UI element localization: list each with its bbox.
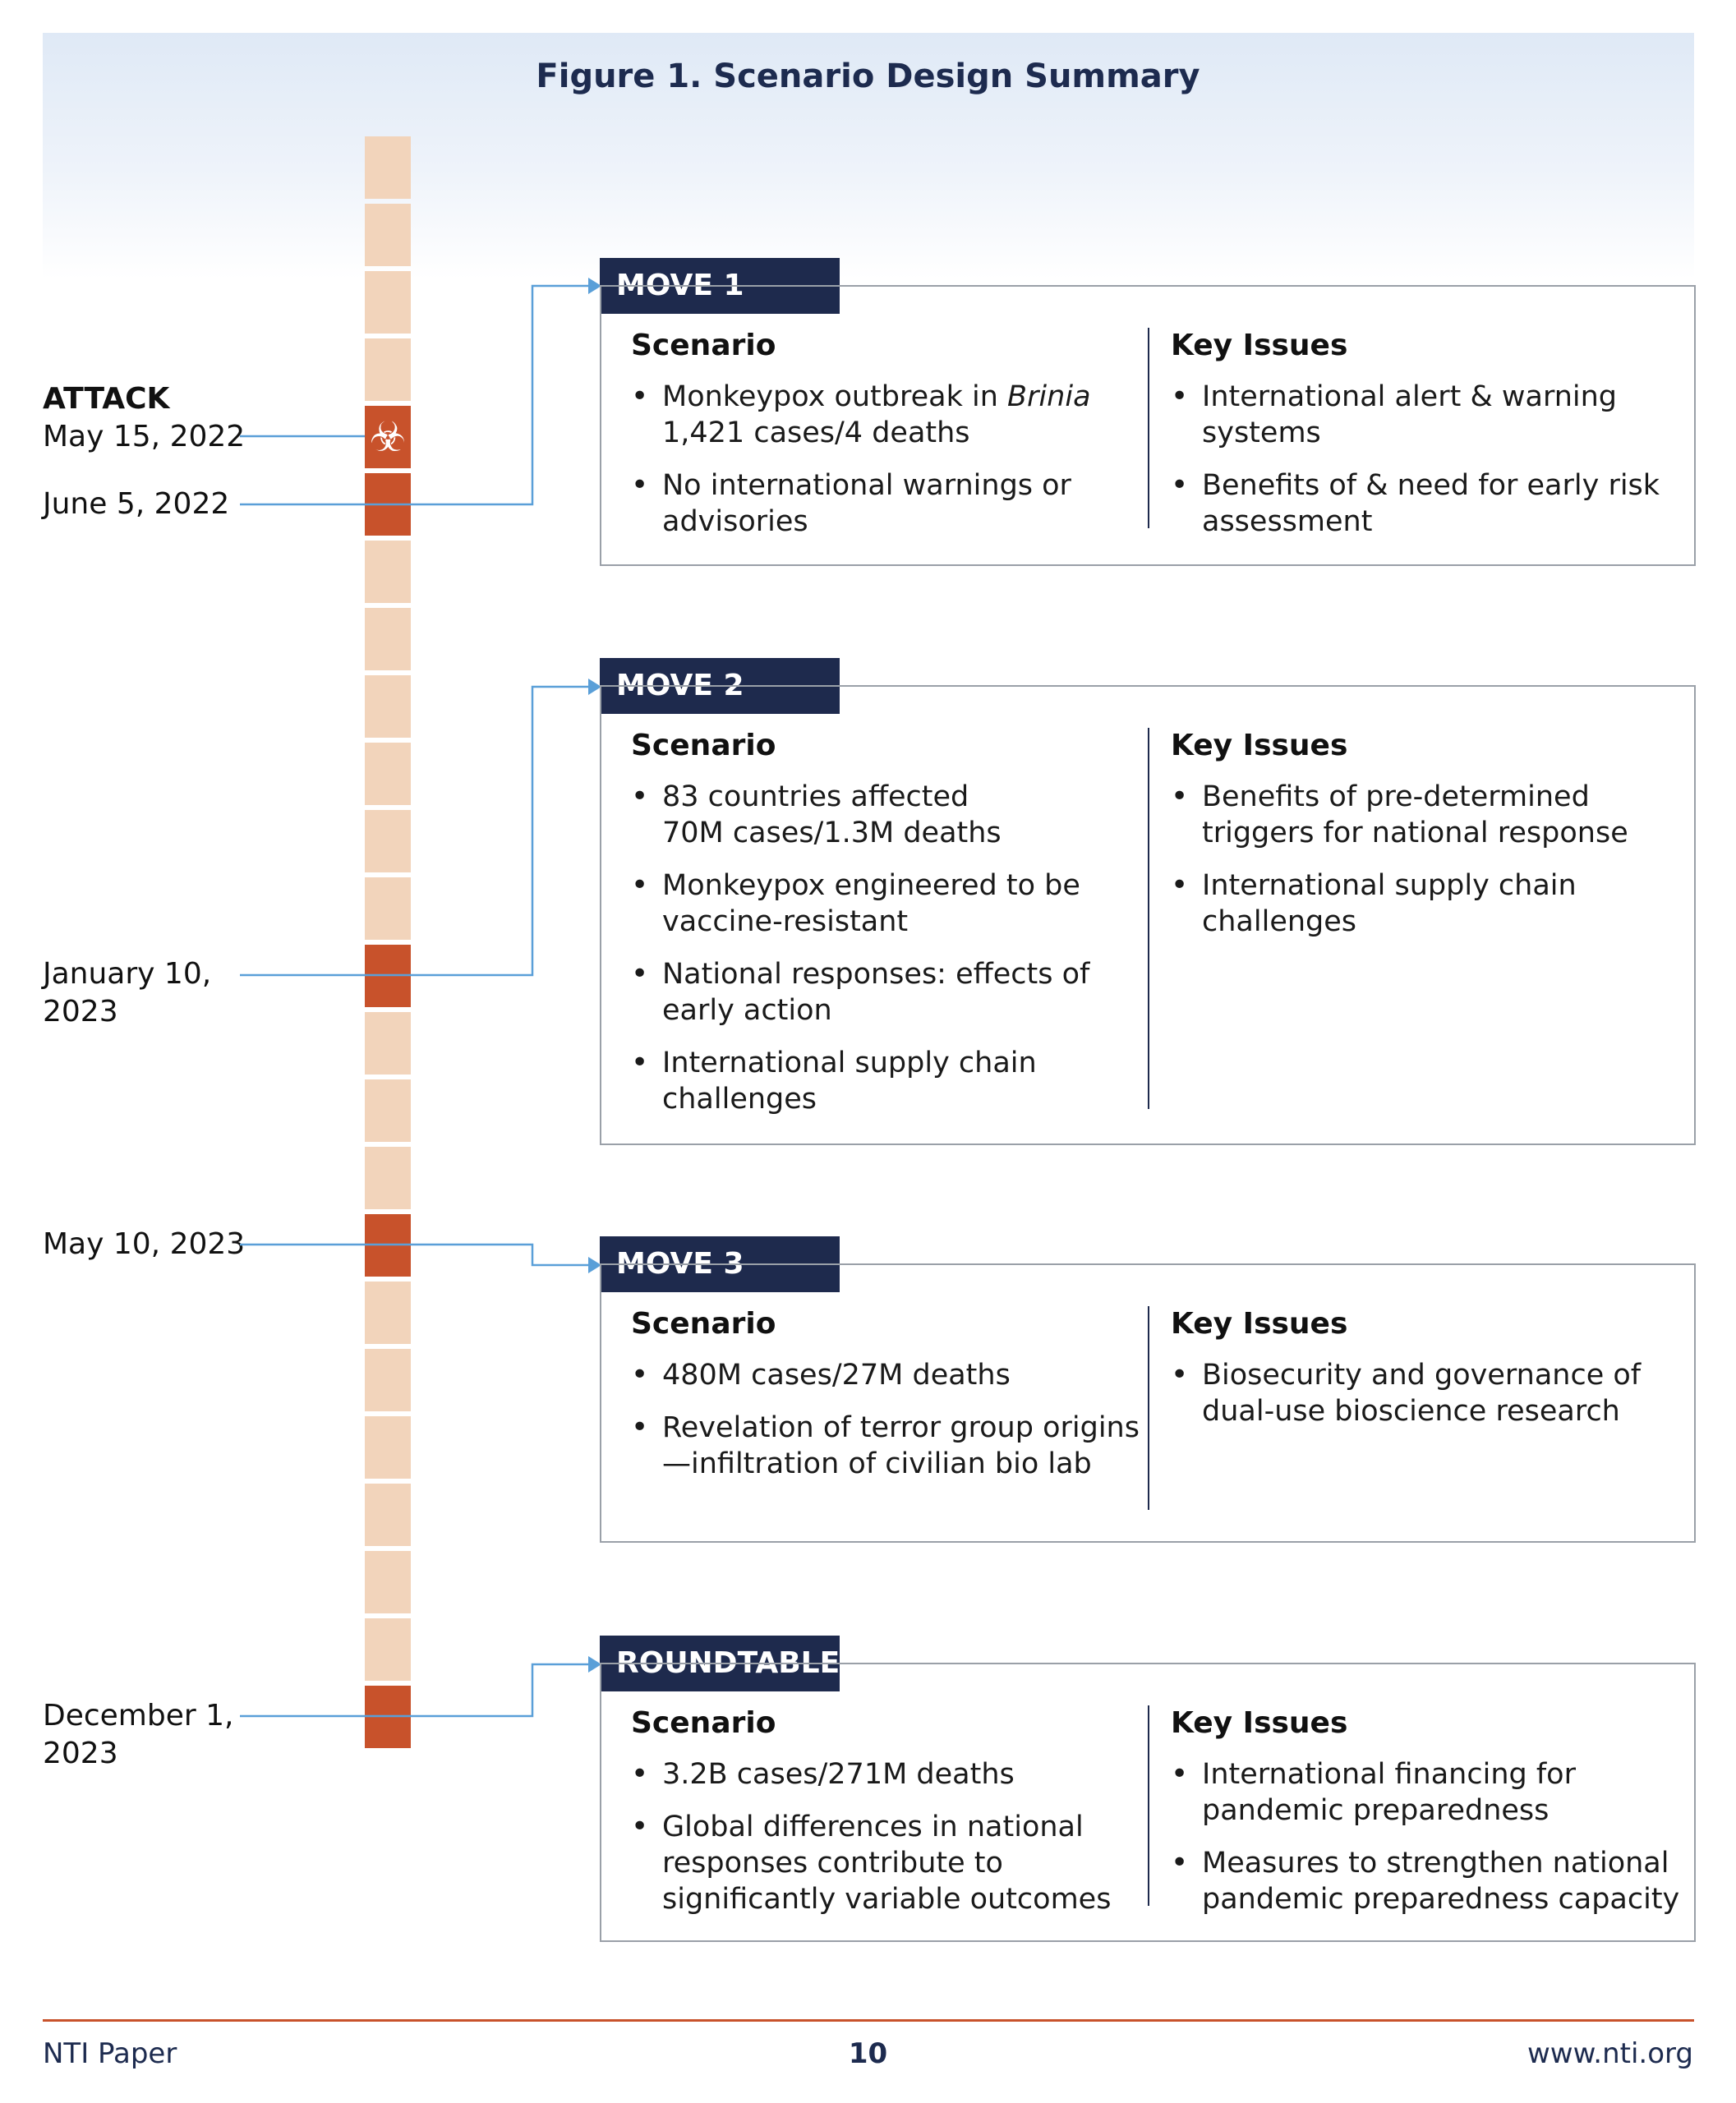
move-3-scenario: Scenario 480M cases/27M deaths Revelatio… [631, 1306, 1140, 1498]
issues-heading: Key Issues [1171, 1706, 1348, 1740]
timeline-segment [365, 541, 411, 603]
timeline-segment [365, 338, 411, 401]
column-divider [1148, 328, 1149, 528]
scenario-bullet: National responses: effects of early act… [631, 956, 1140, 1028]
timeline-segment [365, 1012, 411, 1075]
footer-divider [43, 2019, 1694, 2022]
issues-heading: Key Issues [1171, 729, 1348, 762]
move-3-issues: Key Issues Biosecurity and governance of… [1171, 1306, 1680, 1446]
scenario-bullet: Global differences in national responses… [631, 1809, 1140, 1917]
timeline-segment [365, 1349, 411, 1411]
scenario-bullet: No international warnings or advisories [631, 467, 1140, 540]
timeline-segment [365, 136, 411, 199]
timeline-segment [365, 877, 411, 940]
roundtable-connector [240, 1663, 588, 1718]
footer-publication: NTI Paper [43, 2037, 177, 2070]
scenario-bullet: International supply chain challenges [631, 1045, 1140, 1117]
move-2-connector [240, 685, 588, 977]
move-1-date: June 5, 2022 [43, 487, 230, 521]
scenario-bullet: 3.2B cases/271M deaths [631, 1756, 1140, 1792]
column-divider [1148, 1705, 1149, 1906]
issue-bullet: Biosecurity and governance of dual-use b… [1171, 1357, 1680, 1429]
move-1-scenario: Scenario Monkeypox outbreak in Brinia1,4… [631, 328, 1140, 556]
scenario-bullet: 480M cases/27M deaths [631, 1357, 1140, 1393]
timeline-segment [365, 1147, 411, 1209]
footer-website-link[interactable]: www.nti.org [1526, 2037, 1693, 2070]
move-1-issues: Key Issues International alert & warning… [1171, 328, 1680, 556]
timeline-segment [365, 204, 411, 266]
issue-bullet: Measures to strengthen national pandemic… [1171, 1845, 1680, 1917]
roundtable-date-line-2: 2023 [43, 1737, 118, 1770]
scenario-heading: Scenario [631, 1307, 776, 1341]
timeline-segment [365, 1416, 411, 1479]
timeline-segment [365, 1551, 411, 1613]
roundtable-scenario: Scenario 3.2B cases/271M deaths Global d… [631, 1705, 1140, 1934]
timeline-segment [365, 271, 411, 334]
figure-title: Figure 1. Scenario Design Summary [536, 58, 1200, 95]
roundtable-box: Scenario 3.2B cases/271M deaths Global d… [600, 1663, 1696, 1942]
scenario-bullet: Monkeypox engineered to be vaccine-resis… [631, 867, 1140, 940]
biohazard-icon: ☣ [369, 413, 407, 461]
timeline-segment [365, 675, 411, 738]
scenario-bullet: Revelation of terror group origins—infil… [631, 1410, 1140, 1482]
issue-bullet: International alert & warning systems [1171, 379, 1680, 451]
column-divider [1148, 1306, 1149, 1510]
timeline-segment [365, 1079, 411, 1142]
header-background [43, 33, 1694, 279]
scenario-heading: Scenario [631, 329, 776, 362]
issue-bullet: International financing for pandemic pre… [1171, 1756, 1680, 1829]
move-2-arrowhead [588, 679, 601, 695]
move-2-date-line-2: 2023 [43, 995, 118, 1028]
scenario-heading: Scenario [631, 729, 776, 762]
issue-bullet: International supply chain challenges [1171, 867, 1680, 940]
issues-heading: Key Issues [1171, 329, 1348, 362]
attack-date: May 15, 2022 [43, 420, 246, 453]
issue-bullet: Benefits of & need for early risk assess… [1171, 467, 1680, 540]
move-2-issues: Key Issues Benefits of pre-determined tr… [1171, 728, 1680, 956]
issues-heading: Key Issues [1171, 1307, 1348, 1341]
move-1-box: Scenario Monkeypox outbreak in Brinia1,4… [600, 285, 1696, 566]
move-3-date: May 10, 2023 [43, 1227, 246, 1261]
timeline-segment [365, 1618, 411, 1681]
timeline-segment [365, 608, 411, 670]
timeline-segment [365, 743, 411, 805]
roundtable-date-line-1: December 1, [43, 1699, 234, 1733]
timeline-segment [365, 1282, 411, 1344]
move-1-arrowhead [588, 278, 601, 294]
page-number: 10 [848, 2037, 888, 2070]
move-3-connector [240, 1243, 588, 1267]
roundtable-date: December 1, 2023 [43, 1697, 233, 1773]
attack-label: ATTACK [43, 382, 170, 416]
move-3-box: Scenario 480M cases/27M deaths Revelatio… [600, 1263, 1696, 1543]
column-divider [1148, 728, 1149, 1109]
timeline-segment [365, 1484, 411, 1546]
issue-bullet: Benefits of pre-determined triggers for … [1171, 779, 1680, 851]
roundtable-issues: Key Issues International financing for p… [1171, 1705, 1680, 1934]
roundtable-arrowhead [588, 1656, 601, 1673]
move-2-date-line-1: January 10, [43, 957, 212, 991]
timeline-segment [365, 810, 411, 872]
timeline-segment-attack: ☣ [365, 406, 411, 468]
move-2-date: January 10, 2023 [43, 955, 211, 1031]
scenario-heading: Scenario [631, 1706, 776, 1740]
move-1-connector [240, 284, 588, 506]
move-3-arrowhead [588, 1257, 601, 1273]
